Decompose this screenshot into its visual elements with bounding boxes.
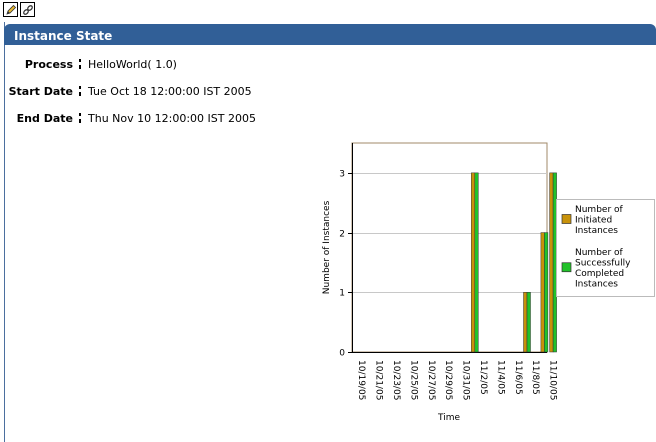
end-date-value: Thu Nov 10 12:00:00 IST 2005 bbox=[88, 111, 256, 125]
x-tick-label: 10/21/05 bbox=[374, 360, 384, 400]
bar-initiated bbox=[471, 172, 476, 353]
end-date-row: End Date Thu Nov 10 12:00:00 IST 2005 bbox=[0, 110, 256, 126]
y-tick-label: 3 bbox=[339, 170, 345, 180]
process-label: Process bbox=[24, 57, 73, 71]
x-axis-label: Time bbox=[437, 413, 460, 423]
panel-header: Instance State bbox=[4, 24, 656, 45]
toolbar bbox=[3, 2, 35, 19]
x-tick-label: 11/10/05 bbox=[548, 360, 558, 400]
legend-label: Number of Successfully Completed Instances bbox=[575, 248, 631, 290]
legend-label: Number of Initiated Instances bbox=[575, 205, 624, 236]
y-tick-label: 0 bbox=[339, 349, 345, 359]
process-value: HelloWorld( 1.0) bbox=[88, 57, 177, 71]
separator bbox=[73, 56, 87, 72]
process-row: Process HelloWorld( 1.0) bbox=[0, 56, 177, 72]
separator bbox=[73, 110, 87, 126]
instances-chart: 0 1 2 3 10/19/05 10/21/05 10/23/05 10/25/05 10/2… bbox=[322, 142, 655, 423]
panel-title: Instance State bbox=[14, 29, 113, 43]
panel bbox=[4, 22, 656, 442]
x-tick-label: 10/25/05 bbox=[408, 360, 418, 400]
link-button[interactable] bbox=[20, 2, 35, 17]
link-icon bbox=[22, 4, 33, 15]
bar-initiated bbox=[549, 172, 554, 353]
bar-completed bbox=[526, 292, 531, 353]
legend-swatch bbox=[561, 214, 572, 224]
x-tick-label: 11/4/05 bbox=[495, 360, 505, 395]
x-tick-label: 10/31/05 bbox=[461, 360, 471, 400]
x-tick-label: 10/29/05 bbox=[443, 360, 453, 400]
bar-completed bbox=[474, 172, 479, 353]
bar-initiated bbox=[540, 232, 545, 353]
separator bbox=[73, 83, 87, 99]
legend-swatch bbox=[561, 262, 572, 273]
bar-completed bbox=[544, 232, 549, 353]
y-tick-label: 2 bbox=[339, 230, 345, 240]
plot-frame bbox=[351, 142, 548, 353]
x-tick-label: 11/8/05 bbox=[530, 360, 540, 395]
x-tick-label: 10/27/05 bbox=[426, 360, 436, 400]
end-date-label: End Date bbox=[16, 111, 73, 125]
x-tick-label: 11/6/05 bbox=[513, 360, 523, 395]
bar-initiated bbox=[523, 292, 528, 353]
x-tick-label: 10/19/05 bbox=[356, 360, 366, 400]
edit-button[interactable] bbox=[3, 2, 18, 17]
x-tick-label: 11/2/05 bbox=[478, 360, 488, 395]
start-date-value: Tue Oct 18 12:00:00 IST 2005 bbox=[88, 84, 252, 98]
y-axis-label: Number of Instances bbox=[322, 200, 332, 294]
y-tick-label: 1 bbox=[339, 289, 345, 299]
pencil-icon bbox=[5, 4, 16, 15]
x-tick-label: 10/23/05 bbox=[391, 360, 401, 400]
start-date-row: Start Date Tue Oct 18 12:00:00 IST 2005 bbox=[0, 83, 252, 99]
start-date-label: Start Date bbox=[8, 84, 73, 98]
legend-box bbox=[556, 199, 655, 297]
